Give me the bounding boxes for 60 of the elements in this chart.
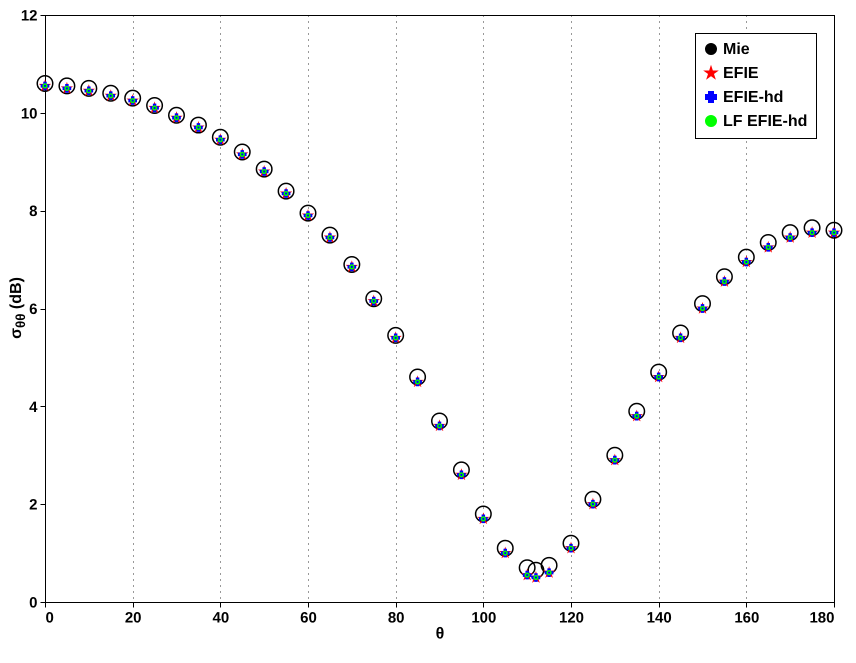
point: [738, 248, 755, 266]
y-tick-label: 8: [29, 203, 38, 220]
point: [496, 540, 514, 557]
legend-label: Mie: [723, 41, 750, 58]
x-tick-label: 60: [300, 610, 317, 626]
point: [234, 143, 251, 160]
point: [540, 556, 558, 574]
point: [760, 234, 777, 251]
point: [278, 182, 295, 200]
point: [518, 559, 536, 576]
point: [694, 295, 711, 312]
point: [606, 446, 624, 464]
point: [431, 412, 448, 430]
x-tick-label: 40: [212, 610, 230, 626]
point: [650, 364, 668, 381]
x-tick-label: 20: [124, 610, 142, 626]
point: [409, 368, 426, 386]
point: [452, 461, 470, 478]
point: [321, 226, 338, 244]
y-tick-label: 12: [20, 8, 38, 24]
x-axis-title: θ: [436, 626, 444, 642]
x-tick-label: 140: [646, 610, 672, 626]
point: [300, 204, 316, 222]
point: [102, 84, 120, 102]
point: [190, 116, 207, 134]
y-tick-label: 0: [29, 594, 38, 612]
point: [124, 90, 142, 107]
point: [36, 75, 54, 92]
y-tick-label: 10: [20, 105, 38, 122]
point: [58, 77, 76, 94]
point: [168, 106, 185, 124]
point: [527, 562, 544, 579]
legend-label: EFIE: [723, 65, 759, 82]
point: [716, 268, 733, 286]
x-tick-label: 120: [558, 610, 584, 626]
x-tick-label: 80: [388, 610, 405, 626]
point: [212, 128, 229, 146]
y-tick-label: 2: [29, 496, 38, 514]
x-tick-label: 180: [809, 610, 834, 626]
point: [365, 290, 382, 308]
point: [584, 490, 602, 508]
legend-label: LF EFIE-hd: [723, 113, 808, 130]
x-tick-label: 0: [46, 610, 54, 626]
point: [672, 324, 690, 342]
point: [343, 256, 360, 273]
point: [628, 402, 646, 420]
x-tick-label: 160: [734, 610, 760, 626]
point: [474, 505, 492, 522]
x-tick-label: 100: [471, 610, 496, 626]
point: [782, 224, 799, 242]
point: [146, 97, 164, 114]
y-tick-label: 6: [29, 301, 38, 318]
point: [256, 160, 273, 178]
point: [80, 80, 98, 97]
y-tick-label: 4: [29, 398, 38, 416]
point: [826, 222, 842, 239]
legend-label: EFIE-hd: [723, 89, 784, 106]
point: [387, 326, 404, 344]
point: [562, 534, 580, 552]
point: [804, 219, 821, 236]
